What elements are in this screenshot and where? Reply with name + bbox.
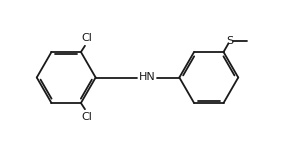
Text: Cl: Cl	[81, 33, 92, 43]
Text: S: S	[226, 36, 233, 46]
Text: HN: HN	[138, 73, 155, 82]
Text: Cl: Cl	[81, 112, 92, 122]
